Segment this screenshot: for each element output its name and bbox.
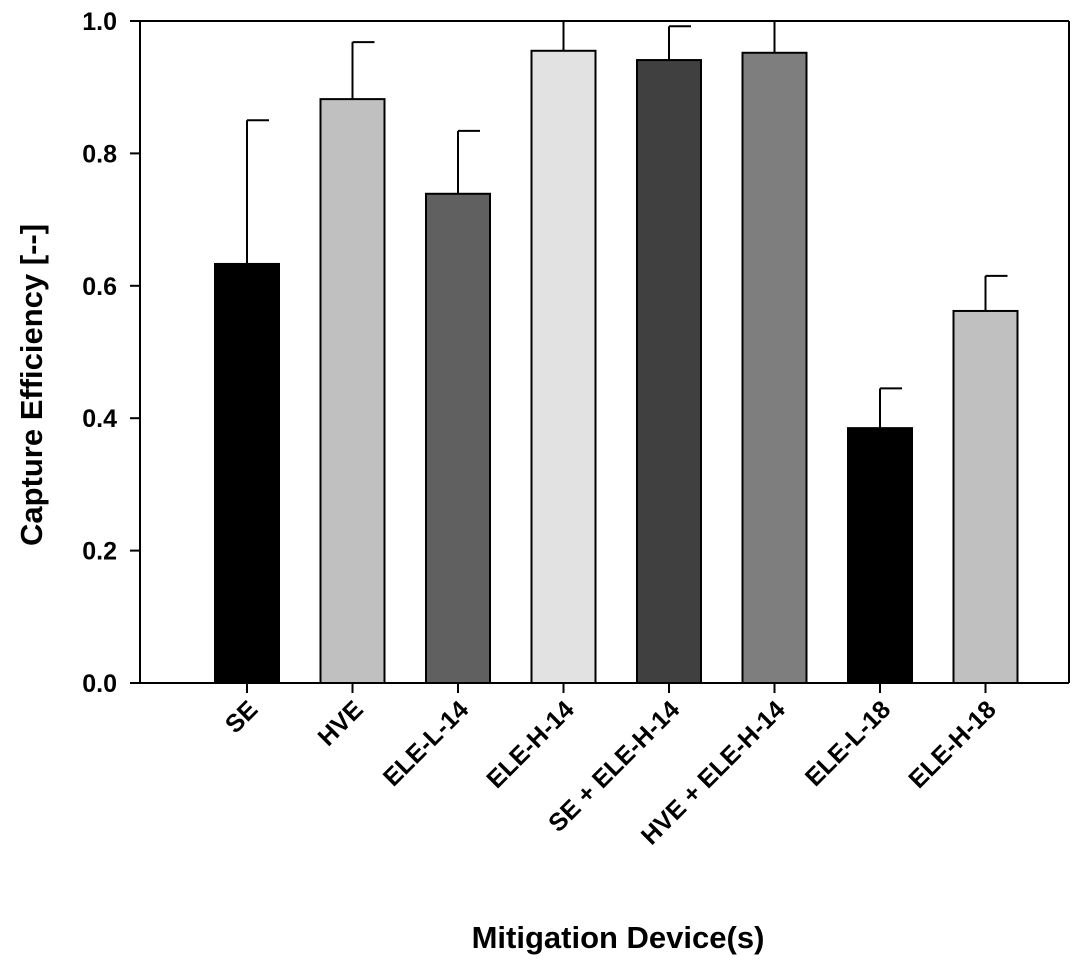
bar (425, 192, 491, 684)
bar (319, 98, 386, 684)
axes-layer (139, 20, 1070, 684)
error-bars-layer (246, 21, 1008, 429)
y-axis-title: Capture Efficiency [--] (14, 224, 49, 546)
y-tick-label: 0.4 (82, 405, 117, 433)
bar (952, 309, 1019, 684)
bar (636, 59, 702, 685)
bar (741, 51, 808, 684)
y-tick-label: 0.6 (82, 273, 117, 301)
x-axis-title: Mitigation Device(s) (472, 920, 765, 955)
bar (847, 427, 913, 684)
y-tick-label: 0.8 (82, 140, 117, 168)
x-tick-label: ELE-H-14 (481, 695, 579, 793)
y-ticks-layer: 0.0 0.2 0.4 0.6 0.8 1.0 (82, 8, 140, 698)
y-tick-label: 0.2 (82, 538, 117, 566)
bar (214, 262, 280, 684)
bar (530, 49, 597, 685)
x-tick-label: SE (220, 695, 263, 738)
x-tick-label: ELE-L-18 (800, 695, 896, 791)
x-tick-label: HVE (313, 695, 369, 751)
x-tick-label: ELE-L-14 (378, 695, 474, 791)
y-tick-label: 1.0 (82, 8, 117, 36)
y-tick-label: 0.0 (82, 670, 117, 698)
bars-layer (214, 49, 1019, 685)
x-tick-label: ELE-H-18 (903, 695, 1001, 793)
